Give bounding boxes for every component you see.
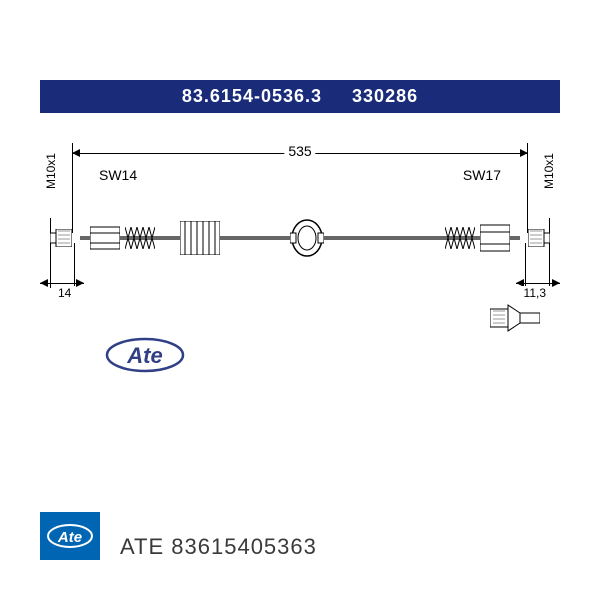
sw-left-text: SW14 [95, 167, 141, 183]
svg-text:Ate: Ate [57, 529, 82, 546]
ref-number: 330286 [352, 86, 418, 106]
sw-right-text: SW17 [459, 167, 505, 183]
ate-logo: Ate [40, 512, 100, 560]
dim-tip-right [516, 283, 560, 284]
spring-left [125, 227, 155, 249]
footer-text: ATE 83615405363 [120, 534, 317, 560]
drawing-area: 535 SW14 SW17 M10x1 M10x1 [40, 123, 560, 333]
title-bar: 83.6154-0536.3 330286 [40, 80, 560, 113]
thread-right-text: M10x1 [542, 153, 556, 189]
dim-tip-left [40, 283, 84, 284]
thread-left-text: M10x1 [44, 153, 58, 189]
hex-left [90, 223, 120, 253]
footer-code: 83615405363 [171, 534, 317, 559]
tip-right-text: 11,3 [520, 286, 550, 300]
spring-right [445, 227, 475, 249]
dim-overall-text: 535 [284, 143, 315, 159]
watermark-text: Ate [126, 343, 162, 368]
part-number: 83.6154-0536.3 [182, 86, 322, 106]
hose-assembly [50, 223, 550, 253]
tip-left-text: 14 [54, 286, 75, 300]
footer: Ate ATE 83615405363 [40, 512, 560, 560]
ate-watermark: Ate [105, 335, 185, 380]
inset-part [490, 303, 540, 333]
fitting-right [528, 229, 550, 247]
hex-right [480, 223, 510, 253]
footer-brand: ATE [120, 534, 164, 559]
fitting-left [50, 229, 72, 247]
diagram-container: 83.6154-0536.3 330286 535 SW14 SW17 M10x… [40, 80, 560, 360]
collar [180, 221, 220, 255]
center-ring [290, 219, 324, 257]
